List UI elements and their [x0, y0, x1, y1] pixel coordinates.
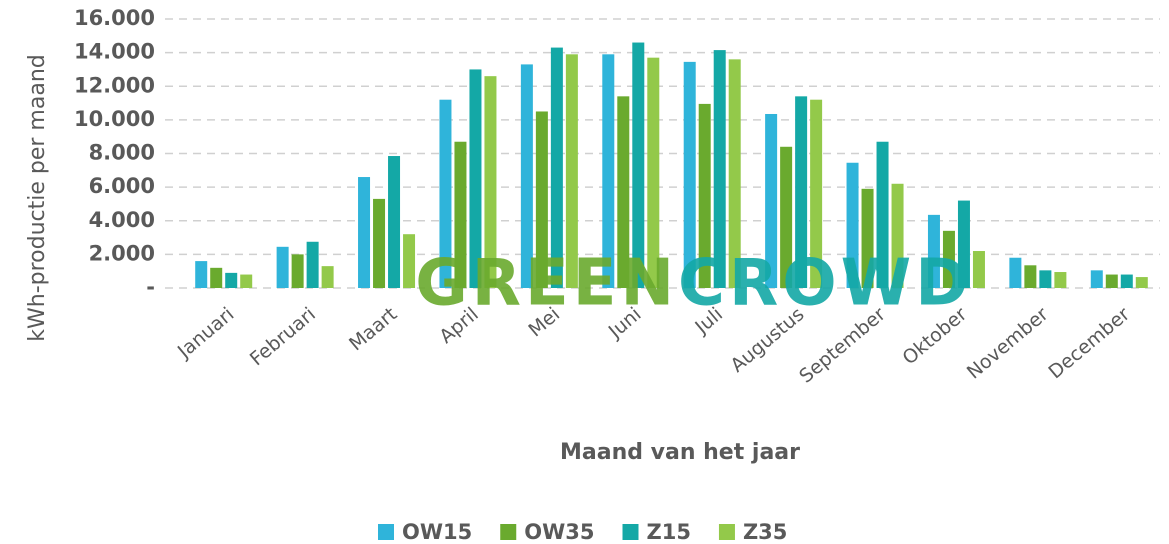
bar [927, 214, 940, 288]
bar [565, 54, 578, 289]
bar [210, 267, 223, 288]
bar [1120, 274, 1133, 288]
y-tick-label: 2.000 [89, 241, 155, 265]
bar [291, 254, 304, 288]
bar [439, 99, 452, 288]
bar [373, 198, 386, 288]
x-axis-title: Maand van het jaar [560, 440, 800, 465]
bar [1090, 270, 1103, 288]
bar [617, 96, 630, 289]
y-tick-label: 12.000 [74, 73, 155, 97]
bar [306, 241, 319, 288]
legend-swatch [622, 524, 639, 540]
legend-swatch [718, 524, 735, 540]
bar [240, 274, 253, 288]
bar [1024, 265, 1037, 288]
bar [728, 59, 741, 288]
x-tick-label: Februari [246, 303, 320, 370]
y-tick-label: 14.000 [74, 40, 155, 64]
bar [321, 266, 334, 288]
bar [942, 230, 955, 288]
bar [469, 69, 482, 288]
bar [891, 183, 904, 288]
bar [861, 188, 874, 288]
bar [810, 99, 823, 288]
legend-label: OW15 [402, 520, 472, 544]
watermark: GREEN [415, 247, 678, 321]
bar [1039, 270, 1052, 288]
watermark: CROWD [678, 247, 972, 321]
x-tick-label: December [1044, 303, 1134, 383]
bar [454, 141, 467, 288]
bar [225, 272, 238, 288]
bar [1135, 277, 1148, 288]
bar [535, 111, 548, 288]
bar [765, 113, 778, 288]
bar [683, 61, 696, 289]
legend-swatch [378, 524, 394, 540]
x-tick-label: Januari [173, 303, 239, 363]
bar [602, 54, 615, 289]
bar [388, 156, 401, 288]
bar [276, 246, 289, 288]
legend-swatch [500, 524, 517, 540]
bar [403, 234, 416, 288]
x-tick-label: November [963, 303, 1053, 384]
bar [780, 146, 793, 288]
bar [632, 42, 645, 288]
bar [698, 103, 711, 288]
y-axis-title: kWh-productie per maand [25, 54, 50, 341]
bar [550, 47, 563, 288]
bar [1105, 274, 1118, 288]
bar [972, 251, 985, 288]
bar [1054, 272, 1067, 288]
bar [484, 76, 497, 288]
bar [520, 64, 533, 288]
bar [195, 261, 208, 288]
bar [713, 50, 726, 289]
y-tick-label: 4.000 [89, 208, 155, 232]
y-tick-label: 10.000 [74, 107, 155, 131]
y-tick-label: - [146, 275, 155, 299]
bar [795, 96, 808, 289]
y-tick-label: 16.000 [74, 6, 155, 30]
y-tick-label: 6.000 [89, 174, 155, 198]
bar [647, 57, 660, 289]
legend-label: Z35 [743, 520, 787, 544]
bar [358, 177, 371, 288]
y-tick-label: 8.000 [89, 141, 155, 165]
bar [1009, 257, 1022, 288]
bar [876, 141, 889, 288]
x-tick-label: Maart [345, 303, 401, 355]
legend-label: Z15 [647, 520, 691, 544]
bar [957, 200, 970, 288]
legend-label: OW35 [524, 520, 594, 544]
bar [846, 162, 859, 288]
